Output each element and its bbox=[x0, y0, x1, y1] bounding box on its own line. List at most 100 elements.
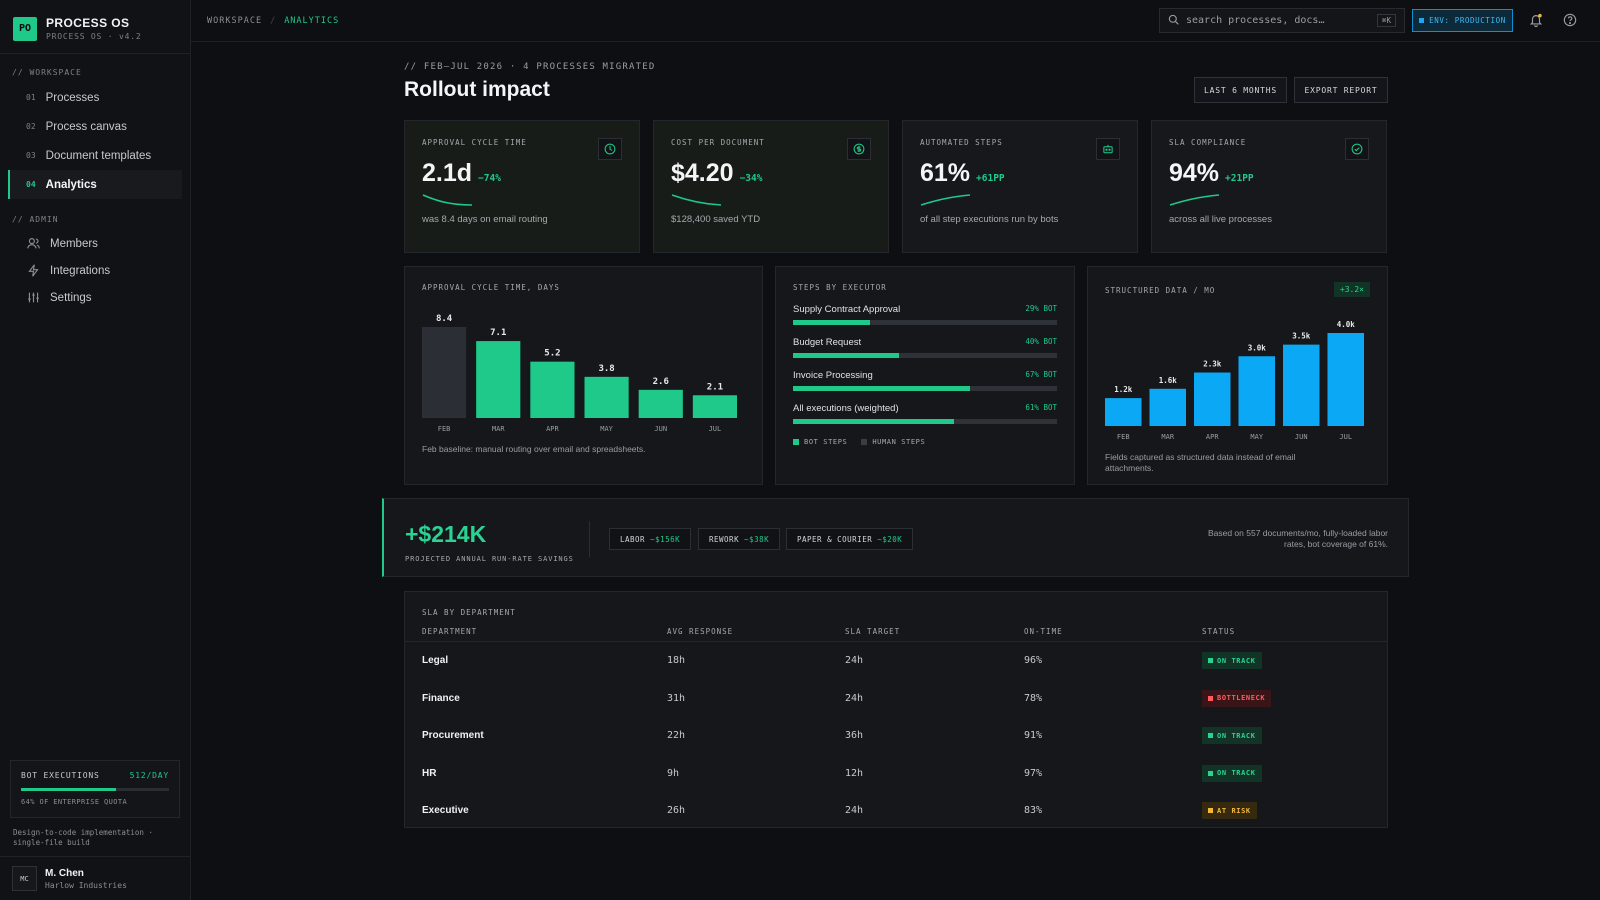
status-dot bbox=[1208, 808, 1213, 813]
sidebar-item-label: Analytics bbox=[45, 178, 97, 191]
executor-rows: Supply Contract Approval 29% BOT Budget Re… bbox=[793, 304, 1057, 424]
sidebar: PO PROCESS OS PROCESS OS · v4.2 // WORKS… bbox=[0, 0, 191, 900]
chart-bar bbox=[422, 327, 467, 418]
bot-executions-label: BOT EXECUTIONS bbox=[21, 771, 100, 780]
bot-executions-value: 512/DAY bbox=[129, 771, 169, 780]
page-eyebrow: // FEB–JUL 2026 · 4 PROCESSES MIGRATED bbox=[404, 62, 656, 72]
on-time-cell: 97% bbox=[1024, 767, 1043, 779]
x-tick-label: MAR bbox=[492, 425, 505, 433]
sla-target-cell: 36h bbox=[845, 730, 864, 741]
chip-label: LABOR bbox=[620, 534, 646, 544]
env-label: ENV: PRODUCTION bbox=[1429, 16, 1506, 25]
brand[interactable]: PO PROCESS OS PROCESS OS · v4.2 bbox=[0, 0, 190, 54]
kpi-value: $4.20 bbox=[671, 159, 734, 187]
status-badge: ON TRACK bbox=[1202, 764, 1262, 782]
sidebar-item-document-templates[interactable]: 03 Document templates bbox=[8, 141, 182, 170]
status-dot bbox=[1208, 658, 1213, 663]
x-tick-label: MAR bbox=[1161, 433, 1174, 441]
department-cell: Finance bbox=[422, 692, 460, 704]
sidebar-item-processes[interactable]: 01 Processes bbox=[8, 83, 182, 112]
table-row[interactable]: Executive 26h 24h 83% AT RISK bbox=[405, 792, 1387, 829]
status-label: ON TRACK bbox=[1217, 656, 1256, 665]
bar-value-label: 2.1 bbox=[707, 382, 723, 392]
kpi-automated-steps: AUTOMATED STEPS 61% +61PP of all step exe… bbox=[902, 120, 1138, 253]
x-tick-label: MAY bbox=[600, 425, 613, 433]
export-report-button[interactable]: EXPORT REPORT bbox=[1294, 77, 1388, 103]
savings-banner: +$214K PROJECTED ANNUAL RUN-RATE SAVINGS… bbox=[382, 498, 1409, 577]
dollar-icon bbox=[847, 138, 871, 160]
workspace-section-label: // WORKSPACE bbox=[12, 68, 82, 77]
admin-section-label: // ADMIN bbox=[12, 215, 59, 224]
sparkline bbox=[920, 194, 971, 206]
executor-row-pct: 40% BOT bbox=[1025, 337, 1057, 346]
bot-quota-bar bbox=[21, 788, 169, 791]
status-label: ON TRACK bbox=[1217, 731, 1256, 740]
integrations-icon bbox=[26, 264, 40, 278]
help-icon[interactable] bbox=[1563, 13, 1577, 32]
sidebar-item-analytics[interactable]: 04 Analytics bbox=[8, 170, 182, 199]
content: // FEB–JUL 2026 · 4 PROCESSES MIGRATED R… bbox=[191, 42, 1600, 900]
avg-response-cell: 18h bbox=[667, 655, 686, 666]
sidebar-item-process-canvas[interactable]: 02 Process canvas bbox=[8, 112, 182, 141]
kpi-delta: −74% bbox=[478, 173, 501, 184]
date-range-button[interactable]: LAST 6 MONTHS bbox=[1194, 77, 1287, 103]
breadcrumb-workspace[interactable]: WORKSPACE bbox=[207, 15, 263, 26]
search-shortcut: ⌘K bbox=[1376, 14, 1396, 27]
bot-icon bbox=[1096, 138, 1120, 160]
structured-data-panel: STRUCTURED DATA / MO +3.2× 1.2k FEB 1.6k MA… bbox=[1087, 266, 1388, 485]
executor-bar bbox=[793, 386, 1057, 391]
table-row[interactable]: Procurement 22h 36h 91% ON TRACK bbox=[405, 717, 1387, 754]
search-input[interactable]: search processes, docs… ⌘K bbox=[1159, 8, 1405, 33]
sidebar-item-label: Members bbox=[50, 237, 98, 250]
status-dot bbox=[1208, 733, 1213, 738]
table-row[interactable]: Finance 31h 24h 78% BOTTLENECK bbox=[405, 680, 1387, 717]
executor-row-label: All executions (weighted) bbox=[793, 403, 899, 414]
panel-footnote: Fields captured as structured data inste… bbox=[1105, 452, 1296, 473]
x-tick-label: FEB bbox=[1117, 433, 1130, 441]
bar-value-label: 7.1 bbox=[490, 328, 506, 338]
breadcrumb: WORKSPACE / ANALYTICS bbox=[207, 16, 339, 26]
panel-title: STEPS BY EXECUTOR bbox=[793, 283, 887, 292]
kpi-sla-compliance: SLA COMPLIANCE 94% +21PP across all live … bbox=[1151, 120, 1387, 253]
chart-bar bbox=[1327, 333, 1364, 426]
legend-swatch bbox=[861, 439, 868, 445]
kpi-note: across all live processes bbox=[1169, 214, 1272, 225]
avg-response-cell: 26h bbox=[667, 805, 686, 816]
bar-value-label: 3.8 bbox=[598, 364, 614, 374]
brand-version: PROCESS OS · v4.2 bbox=[46, 32, 142, 41]
chart-bar bbox=[1105, 398, 1142, 426]
avg-response-cell: 9h bbox=[667, 767, 680, 779]
x-tick-label: FEB bbox=[438, 425, 451, 433]
status-label: ON TRACK bbox=[1217, 769, 1256, 777]
executor-row-pct: 67% BOT bbox=[1025, 370, 1057, 379]
savings-chip-labor: LABOR ~$156K bbox=[609, 528, 692, 550]
table-row[interactable]: HR 9h 12h 97% ON TRACK bbox=[405, 755, 1387, 792]
status-badge: ON TRACK bbox=[1202, 652, 1262, 669]
table-row[interactable]: Legal 18h 24h 96% ON TRACK bbox=[405, 642, 1387, 679]
sidebar-item-settings[interactable]: Settings bbox=[8, 284, 182, 311]
legend-human: HUMAN STEPS bbox=[861, 438, 925, 446]
sla-table: SLA BY DEPARTMENT DEPARTMENT AVG RESPONS… bbox=[404, 591, 1388, 828]
user-profile[interactable]: MC M. Chen Harlow Industries bbox=[0, 856, 190, 900]
savings-basis: Based on 557 documents/mo, fully-loaded … bbox=[1207, 528, 1388, 549]
panel-footnote: Feb baseline: manual routing over email … bbox=[422, 444, 646, 454]
legend-bot: BOT STEPS bbox=[793, 438, 847, 446]
sidebar-item-integrations[interactable]: Integrations bbox=[8, 257, 182, 284]
kpi-delta: −34% bbox=[739, 173, 763, 184]
sidebar-item-members[interactable]: Members bbox=[8, 230, 182, 257]
savings-caption: PROJECTED ANNUAL RUN-RATE SAVINGS bbox=[405, 555, 574, 563]
kpi-approval-cycle-time: APPROVAL CYCLE TIME 2.1d −74% was 8.4 day… bbox=[404, 120, 640, 253]
bell-icon[interactable] bbox=[1529, 13, 1543, 32]
search-icon bbox=[1168, 14, 1179, 28]
chart-bar bbox=[692, 395, 737, 418]
status-label: AT RISK bbox=[1217, 806, 1251, 815]
steps-by-executor-panel: STEPS BY EXECUTOR Supply Contract Approv… bbox=[775, 266, 1075, 485]
chart-bar bbox=[1194, 372, 1231, 426]
executor-bar-fill bbox=[793, 320, 870, 325]
bot-quota-text: 64% OF ENTERPRISE QUOTA bbox=[21, 798, 128, 806]
env-badge[interactable]: ENV: PRODUCTION bbox=[1412, 9, 1513, 32]
x-tick-label: JUL bbox=[709, 425, 722, 433]
chart-bar bbox=[530, 361, 575, 418]
chart-bar bbox=[638, 389, 683, 418]
chip-label: PAPER & COURIER bbox=[797, 534, 873, 544]
